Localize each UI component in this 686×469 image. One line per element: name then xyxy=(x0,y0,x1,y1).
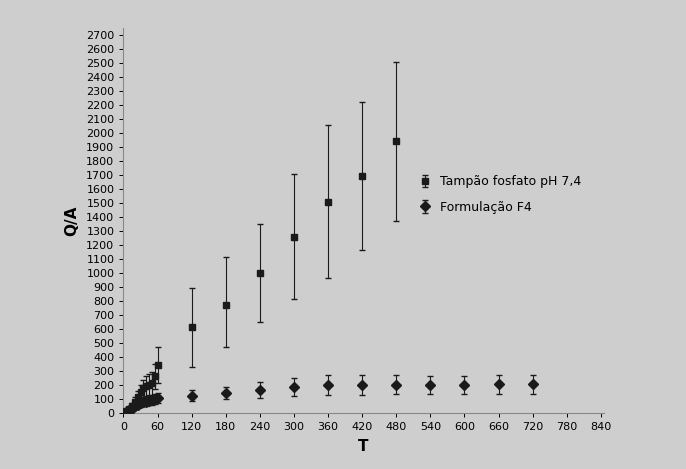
Legend: Tampão fosfato pH 7,4, Formulação F4: Tampão fosfato pH 7,4, Formulação F4 xyxy=(412,169,588,220)
X-axis label: T: T xyxy=(358,439,369,454)
Y-axis label: Q/A: Q/A xyxy=(64,205,80,235)
